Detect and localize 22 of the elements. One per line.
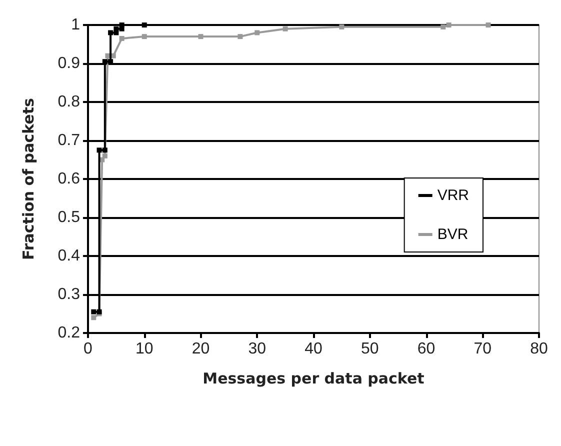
x-tick-label: 40 [304,340,322,358]
x-tick-label: 0 [84,340,93,358]
y-axis-title: Fraction of packets [20,98,38,260]
legend-label: VRR [437,187,470,204]
y-tick-label: 0.8 [58,94,80,110]
legend-label: BVR [437,226,468,243]
y-tick-label: 0.6 [58,170,80,188]
y-tick-label: 0.2 [58,324,80,342]
y-tick-label: 1 [71,16,80,34]
x-tick-label: 20 [192,340,210,358]
x-tick-label: 60 [417,340,436,358]
y-tick-label: 0.7 [58,132,80,149]
y-tick-label: 0.3 [58,286,80,303]
y-tick-label: 0.4 [58,248,80,264]
x-tick-label: 50 [360,340,379,358]
x-tick-label: 80 [530,340,548,358]
x-tick-label: 10 [135,340,154,358]
x-tick-label: 70 [474,340,492,358]
x-axis-title: Messages per data packet [202,370,424,388]
y-tick-label: 0.5 [58,209,80,226]
y-tick-label: 0.9 [58,55,80,72]
x-tick-label: 30 [248,340,266,358]
